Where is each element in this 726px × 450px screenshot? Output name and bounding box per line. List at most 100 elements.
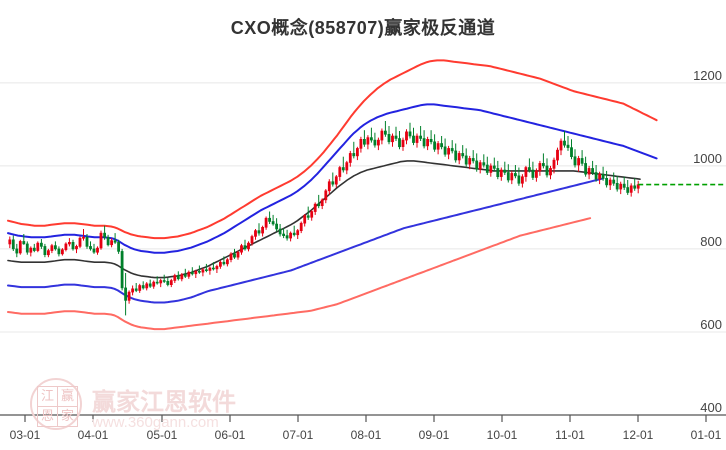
candle-body — [271, 221, 275, 225]
candle-body — [50, 245, 54, 251]
x-axis-tick-label: 06-01 — [214, 428, 246, 442]
candle-body — [127, 291, 131, 301]
candle-body — [566, 144, 570, 148]
candle-body — [292, 232, 296, 236]
x-axis-tick-label: 07-01 — [282, 428, 314, 442]
candle-body — [373, 139, 377, 146]
candle-body — [612, 179, 616, 184]
candle-body — [454, 150, 458, 161]
candle-body — [60, 249, 64, 255]
candle-body — [510, 173, 514, 181]
candle-body — [82, 237, 85, 239]
candle-body — [282, 233, 286, 237]
band-upper-inner — [7, 103, 658, 254]
candle-body — [187, 271, 191, 277]
candle-body — [240, 245, 243, 253]
candle-body — [524, 167, 528, 177]
candle-body — [598, 173, 602, 180]
candle-body — [352, 153, 356, 157]
candle-body — [278, 228, 282, 235]
x-axis-tick-label: 03-01 — [9, 428, 41, 442]
candle-body — [538, 163, 542, 172]
axis-lines — [0, 414, 726, 422]
candle-body — [482, 162, 486, 166]
candle-body — [506, 172, 510, 181]
candle-body — [141, 285, 145, 289]
candle-body — [405, 131, 408, 141]
candle-body — [433, 141, 437, 150]
candle-body — [113, 240, 117, 243]
channel-bands — [7, 59, 658, 331]
candle-body — [412, 135, 415, 143]
candle-body — [36, 242, 40, 251]
candle-body — [169, 280, 173, 285]
x-axis-tick-label: 01-01 — [690, 428, 722, 442]
candle-body — [636, 184, 640, 189]
candle-body — [383, 130, 387, 135]
candle-body — [415, 135, 419, 143]
candle-body — [103, 232, 107, 238]
candle-body — [25, 243, 29, 253]
candle-body — [334, 176, 338, 185]
candle-body — [92, 248, 96, 253]
candle-body — [475, 160, 479, 170]
candle-body — [43, 246, 47, 255]
candle-body — [492, 165, 496, 169]
candle-body — [39, 242, 43, 247]
candle-body — [468, 158, 472, 165]
candle-body — [148, 283, 152, 287]
x-axis-tick-label: 09-01 — [418, 428, 450, 442]
candle-body — [419, 135, 423, 139]
candle-body — [289, 232, 293, 239]
candle-body — [120, 251, 124, 289]
candle-body — [489, 165, 493, 173]
candle-body — [306, 215, 310, 218]
candle-body — [233, 253, 236, 258]
candle-body — [443, 146, 447, 155]
candle-body — [173, 275, 177, 281]
candle-body — [285, 235, 289, 239]
candle-body — [341, 167, 345, 171]
candle-body — [243, 245, 247, 250]
y-axis-tick-label: 1200 — [693, 67, 722, 83]
candle-body — [359, 139, 363, 149]
candle-body — [46, 250, 50, 256]
x-axis-tick-label: 08-01 — [350, 428, 382, 442]
candle-body — [198, 270, 201, 273]
candle-body — [398, 138, 401, 148]
candle-body — [124, 287, 128, 301]
candle-body — [190, 271, 194, 275]
candle-body — [32, 247, 36, 251]
candle-body — [11, 239, 15, 250]
candle-body — [299, 222, 303, 231]
candle-body — [106, 237, 110, 246]
candle-body — [268, 217, 272, 222]
candle-body — [145, 283, 149, 289]
candle-body — [591, 168, 595, 173]
candle-body — [376, 139, 380, 146]
candle-body — [215, 266, 219, 270]
candle-body — [324, 190, 328, 201]
candle-body — [626, 187, 630, 193]
candle-body — [366, 137, 370, 145]
candle-body — [222, 261, 226, 265]
candle-body — [236, 251, 240, 258]
candle-body — [552, 159, 556, 169]
candle-body — [320, 199, 324, 206]
candle-body — [64, 243, 68, 250]
candle-body — [75, 246, 78, 250]
candle-body — [117, 242, 121, 252]
candle-body — [89, 246, 92, 250]
candle-body — [615, 183, 619, 190]
candle-body — [619, 183, 623, 190]
candle-body — [440, 143, 444, 148]
candle-body — [247, 242, 250, 250]
grid-lines — [0, 82, 726, 333]
candle-body — [180, 274, 184, 280]
candle-body — [22, 241, 26, 245]
candle-body — [71, 242, 75, 250]
candle-body — [155, 281, 159, 284]
candle-body — [226, 259, 229, 265]
candle-body — [605, 178, 609, 186]
